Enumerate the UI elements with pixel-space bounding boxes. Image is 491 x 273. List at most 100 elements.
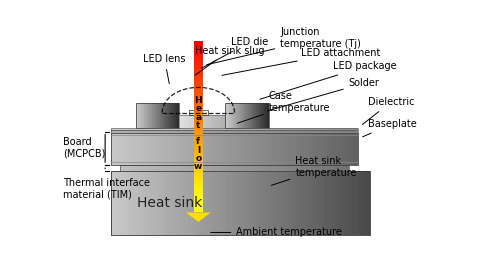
- Bar: [193, 60, 203, 63]
- Bar: [272, 130, 276, 133]
- Bar: [173, 127, 177, 130]
- Bar: [174, 103, 175, 127]
- Bar: [181, 133, 185, 165]
- Bar: [193, 150, 203, 153]
- Bar: [193, 99, 203, 101]
- Bar: [143, 103, 144, 127]
- Bar: [185, 133, 189, 165]
- Bar: [342, 133, 346, 165]
- Bar: [171, 171, 176, 235]
- Bar: [222, 133, 226, 165]
- Bar: [365, 171, 370, 235]
- Bar: [250, 103, 251, 127]
- Bar: [170, 165, 174, 171]
- Bar: [263, 127, 268, 130]
- Bar: [284, 130, 288, 133]
- Bar: [193, 58, 203, 60]
- Bar: [333, 130, 338, 133]
- Bar: [263, 103, 264, 127]
- Bar: [124, 171, 128, 235]
- Bar: [309, 133, 313, 165]
- Bar: [193, 67, 203, 69]
- Bar: [342, 130, 346, 133]
- Bar: [224, 115, 225, 127]
- Bar: [309, 127, 313, 130]
- Bar: [338, 133, 342, 165]
- Bar: [194, 115, 195, 127]
- Bar: [325, 130, 329, 133]
- Bar: [180, 115, 181, 127]
- Bar: [111, 127, 358, 130]
- Bar: [165, 103, 166, 127]
- Bar: [251, 127, 255, 130]
- Bar: [167, 171, 171, 235]
- Bar: [264, 103, 265, 127]
- Bar: [193, 77, 203, 80]
- Bar: [313, 130, 317, 133]
- Bar: [237, 103, 238, 127]
- Bar: [317, 133, 321, 165]
- Bar: [260, 103, 261, 127]
- Bar: [119, 171, 124, 235]
- Bar: [193, 200, 203, 202]
- Bar: [210, 171, 215, 235]
- Bar: [177, 103, 178, 127]
- Bar: [251, 133, 255, 165]
- Bar: [158, 171, 163, 235]
- Bar: [136, 133, 140, 165]
- Bar: [158, 103, 159, 127]
- Bar: [179, 115, 180, 127]
- Bar: [189, 171, 193, 235]
- Bar: [168, 130, 173, 133]
- Bar: [223, 115, 224, 127]
- Bar: [193, 130, 197, 133]
- Bar: [276, 133, 280, 165]
- Bar: [329, 133, 333, 165]
- Bar: [231, 165, 235, 171]
- Bar: [300, 127, 304, 130]
- Bar: [329, 130, 333, 133]
- Bar: [193, 84, 203, 86]
- Bar: [136, 103, 137, 127]
- Bar: [159, 165, 162, 171]
- Bar: [193, 157, 203, 159]
- Bar: [354, 133, 358, 165]
- Bar: [147, 165, 151, 171]
- Bar: [346, 133, 350, 165]
- Bar: [193, 159, 203, 161]
- Bar: [197, 115, 198, 127]
- Bar: [299, 165, 303, 171]
- Bar: [189, 110, 208, 115]
- Bar: [257, 165, 261, 171]
- Bar: [259, 127, 263, 130]
- Bar: [244, 103, 245, 127]
- Bar: [166, 103, 167, 127]
- Bar: [232, 103, 233, 127]
- Bar: [218, 171, 223, 235]
- Bar: [234, 103, 235, 127]
- Bar: [288, 130, 292, 133]
- Bar: [263, 133, 268, 165]
- Bar: [133, 171, 137, 235]
- Bar: [230, 133, 235, 165]
- Bar: [222, 130, 226, 133]
- Bar: [268, 130, 272, 133]
- Bar: [193, 129, 203, 131]
- Bar: [193, 64, 203, 67]
- Bar: [185, 127, 189, 130]
- Polygon shape: [186, 212, 211, 222]
- Bar: [223, 171, 227, 235]
- Bar: [193, 155, 203, 157]
- Bar: [151, 103, 152, 127]
- Bar: [240, 103, 241, 127]
- Bar: [140, 103, 141, 127]
- Bar: [346, 127, 350, 130]
- Bar: [245, 103, 246, 127]
- Bar: [243, 133, 247, 165]
- Bar: [273, 165, 276, 171]
- Bar: [173, 103, 174, 127]
- Bar: [193, 208, 203, 210]
- Bar: [251, 103, 252, 127]
- Bar: [206, 127, 210, 130]
- Bar: [217, 115, 218, 127]
